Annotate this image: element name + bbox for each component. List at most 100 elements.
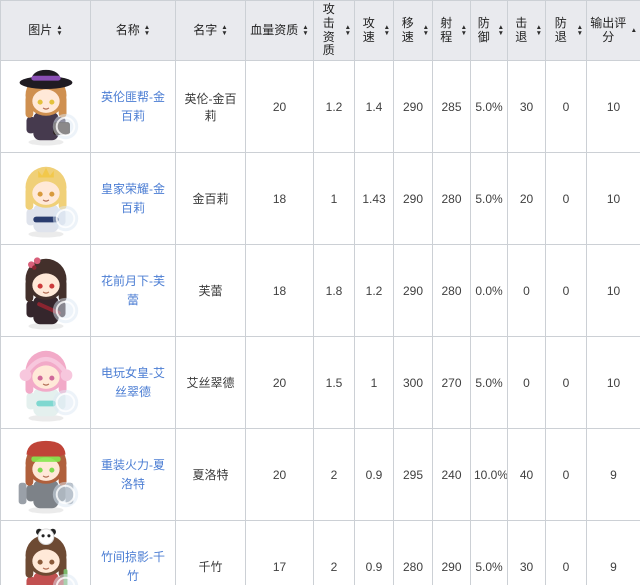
short-name-cell: 夏洛特 xyxy=(175,428,246,522)
character-portrait-charlotte[interactable] xyxy=(6,434,86,516)
knockback-resist-cell: 0 xyxy=(545,152,587,246)
knockback-cell: 0 xyxy=(507,336,546,430)
col-header-move-speed[interactable]: 移速 xyxy=(393,0,433,62)
range-cell: 290 xyxy=(432,520,471,585)
character-portrait-qianzhu[interactable] xyxy=(6,526,86,585)
knockback-cell: 0 xyxy=(507,244,546,338)
knockback-resist-cell: 0 xyxy=(545,244,587,338)
col-header-knockback[interactable]: 击退 xyxy=(507,0,546,62)
output-score-cell: 10 xyxy=(586,336,640,430)
atk-speed-cell: 0.9 xyxy=(354,428,394,522)
hp-cell: 18 xyxy=(245,152,314,246)
hp-cell: 20 xyxy=(245,336,314,430)
col-header-output-score[interactable]: 输出评分 xyxy=(586,0,640,62)
col-header-range[interactable]: 射程 xyxy=(432,0,471,62)
atk-speed-cell: 1 xyxy=(354,336,394,430)
defense-cell: 5.0% xyxy=(470,336,508,430)
hp-cell: 20 xyxy=(245,428,314,522)
col-label-range: 射程 xyxy=(440,15,453,44)
sort-toggle-icon xyxy=(144,25,150,36)
short-name-cell: 艾丝翠德 xyxy=(175,336,246,430)
knockback-resist-cell: 0 xyxy=(545,428,587,522)
sort-toggle-icon xyxy=(345,25,351,36)
atk-cell: 2 xyxy=(313,428,355,522)
sort-toggle-icon xyxy=(384,25,390,36)
col-label-output-score: 输出评分 xyxy=(590,15,627,44)
character-link[interactable]: 英伦匪帮-金百莉 xyxy=(101,89,165,123)
col-label-image: 图片 xyxy=(28,22,53,37)
atk-speed-cell: 1.43 xyxy=(354,152,394,246)
portrait-cell xyxy=(0,336,91,430)
portrait-cell xyxy=(0,428,91,522)
output-score-cell: 10 xyxy=(586,244,640,338)
portrait-cell xyxy=(0,152,91,246)
atk-speed-cell: 0.9 xyxy=(354,520,394,585)
sort-toggle-icon xyxy=(302,25,308,36)
sort-toggle-icon xyxy=(461,25,467,36)
output-score-cell: 9 xyxy=(586,428,640,522)
character-link[interactable]: 皇家荣耀-金百莉 xyxy=(101,181,165,215)
range-cell: 280 xyxy=(432,152,471,246)
defense-cell: 0.0% xyxy=(470,244,508,338)
short-name-cell: 千竹 xyxy=(175,520,246,585)
col-header-atk[interactable]: 攻击资质 xyxy=(313,0,355,62)
sort-toggle-icon xyxy=(56,25,62,36)
character-portrait-kimberly-royal[interactable] xyxy=(6,158,86,240)
defense-cell: 10.0% xyxy=(470,428,508,522)
sort-toggle-icon xyxy=(577,25,583,36)
col-header-image[interactable]: 图片 xyxy=(0,0,91,62)
atk-speed-cell: 1.4 xyxy=(354,60,394,154)
portrait-cell xyxy=(0,60,91,154)
knockback-resist-cell: 0 xyxy=(545,336,587,430)
output-score-cell: 9 xyxy=(586,520,640,585)
range-cell: 285 xyxy=(432,60,471,154)
hp-cell: 20 xyxy=(245,60,314,154)
atk-cell: 1.8 xyxy=(313,244,355,338)
sort-ascending-icon xyxy=(631,28,637,34)
character-link[interactable]: 花前月下-芙蕾 xyxy=(101,273,165,307)
character-portrait-kimberly-gangster[interactable] xyxy=(6,66,86,148)
col-label-short-name: 名字 xyxy=(193,22,218,37)
output-score-cell: 10 xyxy=(586,152,640,246)
character-row: 重装火力-夏洛特 夏洛特 20 2 0.9 295 240 10.0% 40 0… xyxy=(0,428,640,522)
name-cell: 竹间掠影-千竹 xyxy=(90,520,176,585)
portrait-cell xyxy=(0,520,91,585)
col-header-defense[interactable]: 防御 xyxy=(470,0,508,62)
character-link[interactable]: 竹间掠影-千竹 xyxy=(101,549,165,583)
character-link[interactable]: 重装火力-夏洛特 xyxy=(101,457,165,491)
col-label-knockback-resist: 防退 xyxy=(554,15,567,44)
move-speed-cell: 280 xyxy=(393,520,433,585)
character-row: 花前月下-芙蕾 芙蕾 18 1.8 1.2 290 280 0.0% 0 0 1… xyxy=(0,244,640,338)
header-row: 图片 名称 名字 血量资质 攻击资质 攻速 移速 射程 防御 击退 防退 输出评… xyxy=(0,0,640,62)
knockback-cell: 40 xyxy=(507,428,546,522)
col-header-knockback-resist[interactable]: 防退 xyxy=(545,0,587,62)
col-label-name: 名称 xyxy=(115,22,140,37)
sort-toggle-icon xyxy=(423,25,429,36)
character-row: 竹间掠影-千竹 千竹 17 2 0.9 280 290 5.0% 30 0 9 xyxy=(0,520,640,585)
col-header-atk-speed[interactable]: 攻速 xyxy=(354,0,394,62)
atk-cell: 2 xyxy=(313,520,355,585)
portrait-cell xyxy=(0,244,91,338)
knockback-cell: 20 xyxy=(507,152,546,246)
hp-cell: 18 xyxy=(245,244,314,338)
range-cell: 270 xyxy=(432,336,471,430)
col-label-atk: 攻击资质 xyxy=(322,2,335,58)
col-header-name[interactable]: 名称 xyxy=(90,0,176,62)
short-name-cell: 英伦-金百莉 xyxy=(175,60,246,154)
character-link[interactable]: 电玩女皇-艾丝翠德 xyxy=(101,365,165,399)
move-speed-cell: 290 xyxy=(393,244,433,338)
col-label-move-speed: 移速 xyxy=(401,15,414,44)
character-row: 英伦匪帮-金百莉 英伦-金百莉 20 1.2 1.4 290 285 5.0% … xyxy=(0,60,640,154)
character-portrait-astrid[interactable] xyxy=(6,342,86,424)
name-cell: 重装火力-夏洛特 xyxy=(90,428,176,522)
move-speed-cell: 295 xyxy=(393,428,433,522)
col-header-short-name[interactable]: 名字 xyxy=(175,0,246,62)
name-cell: 皇家荣耀-金百莉 xyxy=(90,152,176,246)
character-portrait-fulei[interactable] xyxy=(6,250,86,332)
atk-cell: 1.5 xyxy=(313,336,355,430)
atk-cell: 1 xyxy=(313,152,355,246)
name-cell: 电玩女皇-艾丝翠德 xyxy=(90,336,176,430)
col-header-hp[interactable]: 血量资质 xyxy=(245,0,314,62)
sort-toggle-icon xyxy=(536,25,542,36)
